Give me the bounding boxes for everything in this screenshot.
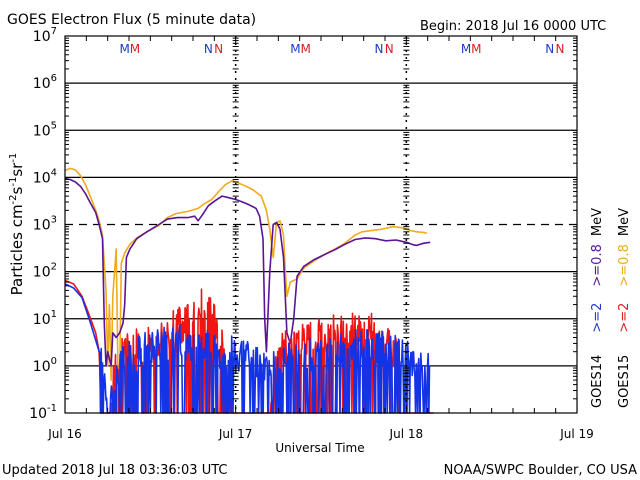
marker-m: M bbox=[290, 42, 300, 56]
legend-entry: >=2 bbox=[590, 303, 605, 333]
legend-satellite: GOES15 bbox=[617, 355, 632, 408]
marker-n: N bbox=[375, 42, 384, 56]
y-tick-label: 107 bbox=[33, 26, 57, 45]
source-credit: NOAA/SWPC Boulder, CO USA bbox=[444, 463, 637, 478]
ylabel-exp2: -1 bbox=[8, 177, 19, 187]
marker-n: N bbox=[555, 42, 564, 56]
y-tick-label: 106 bbox=[33, 73, 57, 92]
y-axis-label: Particles cm-2s-1sr-1 bbox=[8, 153, 26, 296]
y-tick-labels: 107 106 105 104 103 102 101 100 10-1 bbox=[29, 26, 57, 422]
series-goes14-0-8-mev bbox=[64, 177, 431, 367]
marker-m: M bbox=[461, 42, 471, 56]
legend-entry: >=0.8 bbox=[617, 244, 632, 286]
y-tick-label: 104 bbox=[33, 167, 57, 186]
updated-timestamp: Updated 2018 Jul 18 03:36:03 UTC bbox=[2, 463, 227, 478]
x-tick-label: Jul 18 bbox=[389, 427, 424, 441]
ylabel-s: s bbox=[8, 186, 26, 194]
marker-n: N bbox=[385, 42, 394, 56]
y-tick-label: 103 bbox=[33, 215, 57, 234]
axes bbox=[64, 35, 578, 414]
x-tick-labels: Jul 16 Jul 17 Jul 18 Jul 19 bbox=[47, 427, 594, 441]
x-tick-label: Jul 17 bbox=[218, 427, 253, 441]
begin-label: Begin: 2018 Jul 16 0000 UTC bbox=[420, 19, 606, 34]
marker-n: N bbox=[214, 42, 223, 56]
legend-satellite: GOES14 bbox=[590, 355, 605, 408]
legend-unit: MeV bbox=[617, 208, 632, 236]
y-tick-label: 10-1 bbox=[29, 403, 57, 422]
series-goes15-0-8-mev bbox=[64, 167, 428, 381]
y-tick-label: 101 bbox=[33, 309, 57, 328]
marker-m: M bbox=[120, 42, 130, 56]
x-tick-label: Jul 16 bbox=[47, 427, 82, 441]
ylabel-base: Particles cm bbox=[8, 204, 26, 295]
y-tick-label: 105 bbox=[33, 120, 57, 139]
svg-text:GOES14>=2>=0.8MeV: GOES14 >=2 >=0.8 MeV bbox=[590, 208, 605, 408]
legend: GOES14 >=2 >=0.8 MeV GOES15 >=2 >=0.8 MeV bbox=[590, 208, 632, 408]
marker-m: M bbox=[300, 42, 310, 56]
legend-unit: MeV bbox=[590, 208, 605, 236]
y-tick-label: 100 bbox=[33, 356, 57, 375]
marker-n: N bbox=[204, 42, 213, 56]
svg-text:Particles cm-2s-1sr-1: Particles cm-2s-1sr-1 bbox=[8, 153, 26, 296]
marker-m: M bbox=[130, 42, 140, 56]
legend-column-goes14: GOES14 >=2 >=0.8 MeV bbox=[590, 208, 605, 408]
x-axis-label: Universal Time bbox=[275, 441, 364, 455]
series-layer bbox=[64, 167, 434, 414]
marker-n: N bbox=[545, 42, 554, 56]
ylabel-sr: sr bbox=[8, 162, 26, 177]
svg-text:GOES15>=2>=0.8MeV: GOES15 >=2 >=0.8 MeV bbox=[617, 208, 632, 408]
chart-title: GOES Electron Flux (5 minute data) bbox=[7, 12, 256, 28]
ylabel-exp1: -2 bbox=[8, 194, 19, 204]
legend-entry: >=0.8 bbox=[590, 244, 605, 286]
legend-column-goes15: GOES15 >=2 >=0.8 MeV bbox=[617, 208, 632, 408]
legend-entry: >=2 bbox=[617, 303, 632, 333]
ylabel-exp3: -1 bbox=[8, 153, 19, 163]
y-tick-label: 102 bbox=[33, 262, 57, 281]
x-tick-label: Jul 19 bbox=[559, 427, 594, 441]
marker-m: M bbox=[471, 42, 481, 56]
